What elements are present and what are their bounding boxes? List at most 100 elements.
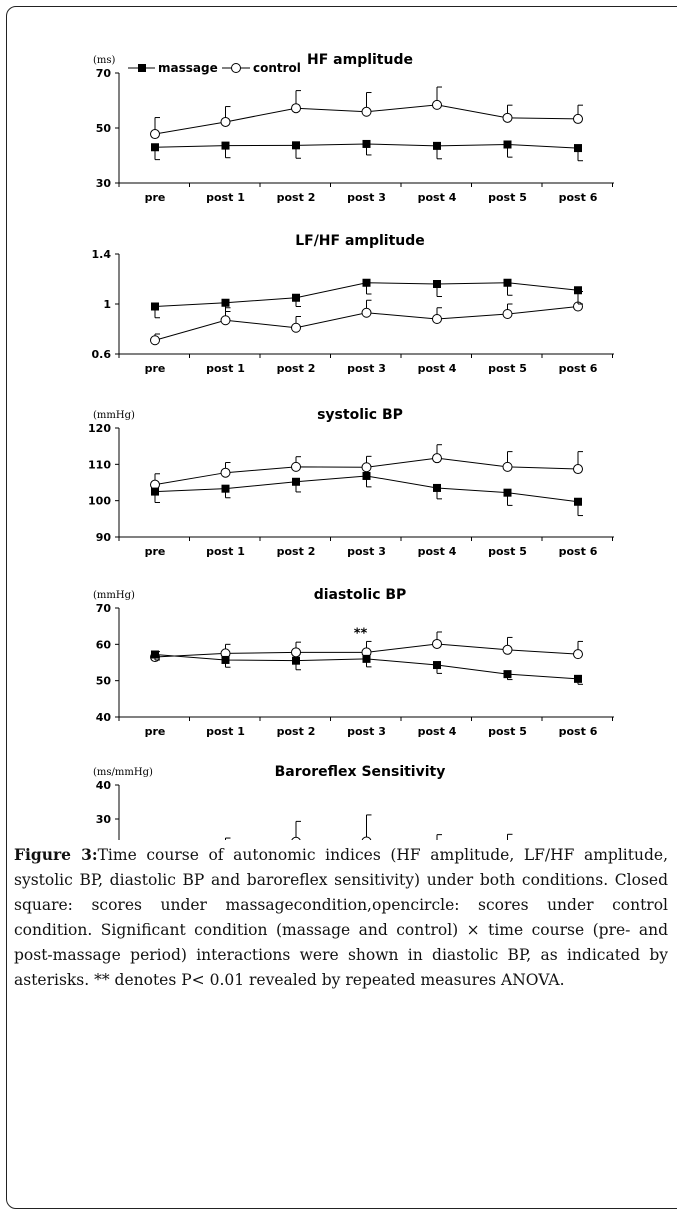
x-tick-label: post 6 xyxy=(559,191,598,204)
significance-annotation: ** xyxy=(354,626,368,641)
x-tick-label: post 5 xyxy=(488,545,527,558)
y-tick-label: 50 xyxy=(96,675,112,688)
data-point-control xyxy=(502,112,513,123)
chart-panel-systolic-bp: 90 100 110 120 pre post 1 post 2 post 3 post 4 po… xyxy=(88,407,614,558)
y-unit-label: (mmHg) xyxy=(93,410,135,421)
data-point-control xyxy=(573,464,583,475)
y-tick-label: 90 xyxy=(96,531,112,544)
x-tick-label: pre xyxy=(145,362,166,375)
chart-title: diastolic BP xyxy=(314,587,407,603)
data-point-massage xyxy=(574,144,582,153)
x-tick-label: post 3 xyxy=(347,725,386,738)
data-point-massage xyxy=(574,674,582,683)
x-tick-label: pre xyxy=(145,191,166,204)
y-unit-label: (ms/mmHg) xyxy=(93,767,153,778)
x-tick-label: post 3 xyxy=(347,362,386,375)
x-tick-label: post 4 xyxy=(418,362,457,375)
data-point-massage xyxy=(221,298,230,307)
data-point-control xyxy=(361,106,372,117)
data-point-massage xyxy=(151,650,159,659)
data-point-massage xyxy=(503,278,512,287)
data-point-massage xyxy=(433,483,441,492)
legend-label-massage: massage xyxy=(158,61,218,75)
data-point-massage xyxy=(151,487,159,496)
chart-title: LF/HF amplitude xyxy=(295,233,425,249)
x-tick-label: post 5 xyxy=(488,191,527,204)
y-tick-label: 0.6 xyxy=(92,348,112,361)
data-point-control xyxy=(220,467,231,478)
data-point-massage xyxy=(362,278,371,287)
data-point-control xyxy=(502,644,513,655)
figure-frame xyxy=(6,6,677,1209)
legend-marker-massage xyxy=(138,64,146,72)
data-point-massage xyxy=(574,497,582,506)
chart-panel-diastolic-bp: 40 50 60 70 pre post 1 post 2 post 3 post 4 post … xyxy=(93,587,614,738)
x-tick-label: post 4 xyxy=(418,725,457,738)
caption-label: Figure 3: xyxy=(14,845,98,864)
x-tick-label: post 3 xyxy=(347,191,386,204)
data-point-control xyxy=(150,335,160,346)
x-tick-label: post 5 xyxy=(488,725,527,738)
series-massage xyxy=(151,278,583,319)
y-tick-label: 1.4 xyxy=(92,248,112,261)
x-tick-label: post 6 xyxy=(559,725,598,738)
legend-marker-control xyxy=(231,63,241,73)
series-control xyxy=(225,814,513,840)
x-tick-label: post 2 xyxy=(277,362,316,375)
data-point-control xyxy=(291,461,301,472)
data-point-control xyxy=(502,461,513,472)
data-point-control xyxy=(361,462,372,473)
data-point-control xyxy=(432,453,442,464)
y-unit-label: (ms) xyxy=(93,55,116,66)
data-point-massage xyxy=(221,484,230,493)
chart-title: Baroreflex Sensitivity xyxy=(275,764,446,780)
data-point-control xyxy=(291,322,301,333)
y-tick-label: 100 xyxy=(88,495,111,508)
x-tick-label: post 1 xyxy=(206,362,245,375)
chart-title: HF amplitude xyxy=(307,52,413,68)
x-tick-label: post 6 xyxy=(559,545,598,558)
y-tick-label: 70 xyxy=(96,67,112,80)
data-point-control xyxy=(220,315,231,326)
data-point-massage xyxy=(292,656,300,665)
series-massage xyxy=(151,650,583,685)
data-point-massage xyxy=(362,471,371,480)
y-tick-label: 30 xyxy=(96,813,112,826)
y-tick-label: 1 xyxy=(103,298,111,311)
figure-caption: Figure 3:Time course of autonomic indice… xyxy=(14,842,668,993)
data-point-control xyxy=(573,113,583,124)
data-point-massage xyxy=(221,141,230,150)
data-point-massage xyxy=(292,141,300,150)
x-tick-label: post 6 xyxy=(559,362,598,375)
x-tick-label: pre xyxy=(145,725,166,738)
data-point-massage xyxy=(503,140,512,149)
data-point-control xyxy=(291,103,301,114)
y-tick-label: 60 xyxy=(96,638,112,651)
data-point-control xyxy=(361,307,372,318)
data-point-control xyxy=(220,116,231,127)
x-tick-label: post 1 xyxy=(206,725,245,738)
series-control xyxy=(150,86,583,140)
data-point-massage xyxy=(433,280,441,288)
series-massage xyxy=(151,139,583,162)
data-point-massage xyxy=(151,143,159,152)
legend: massage control xyxy=(128,61,301,75)
data-point-massage xyxy=(362,139,371,148)
series-control xyxy=(150,444,583,490)
x-tick-label: post 3 xyxy=(347,545,386,558)
data-point-control xyxy=(432,314,442,324)
figure-charts: 30 50 70 pre post 1 post 2 post 3 post 4 post 5 p… xyxy=(88,52,614,840)
series-control xyxy=(150,291,583,346)
data-point-massage xyxy=(292,293,300,302)
data-point-massage xyxy=(151,302,159,311)
y-unit-label: (mmHg) xyxy=(93,590,135,601)
data-point-massage xyxy=(574,286,582,295)
y-tick-label: 110 xyxy=(88,458,111,471)
chart-panel-lf-hf-amplitude: 0.6 1 1.4 pre post 1 post 2 post 3 post 4 post 5… xyxy=(92,233,614,375)
data-point-massage xyxy=(503,670,512,679)
data-point-control xyxy=(432,638,442,649)
data-point-control xyxy=(573,649,583,660)
data-point-massage xyxy=(362,654,371,663)
data-point-massage xyxy=(292,477,300,486)
